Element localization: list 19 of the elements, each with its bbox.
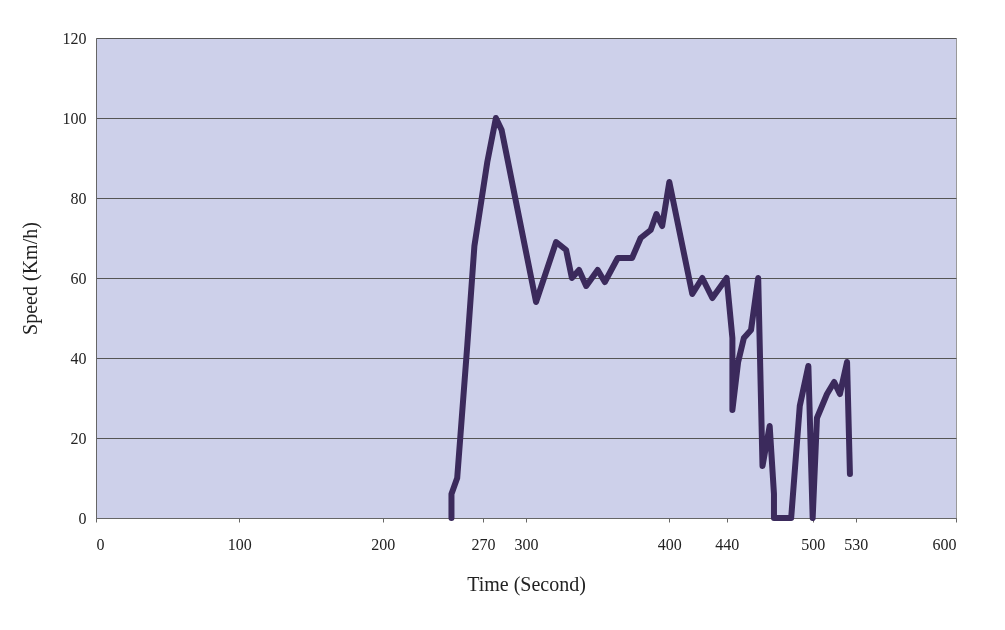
x-tick-label: 500 xyxy=(801,535,826,553)
x-tick-label: 400 xyxy=(657,535,682,553)
x-tick-label: 0 xyxy=(96,535,105,553)
y-tick-label: 100 xyxy=(62,109,87,127)
x-tick-label: 440 xyxy=(715,535,740,553)
x-axis-title: Time (Second) xyxy=(467,572,586,596)
y-tick-label: 120 xyxy=(62,29,87,47)
x-tick-label: 200 xyxy=(371,535,396,553)
y-tick-label: 20 xyxy=(70,429,87,447)
y-tick-label: 0 xyxy=(78,509,87,527)
y-axis-title: Speed (Km/h) xyxy=(18,222,42,335)
x-tick-label: 270 xyxy=(471,535,496,553)
y-tick-label: 40 xyxy=(70,349,87,367)
y-tick-label: 60 xyxy=(70,269,87,287)
x-tick-label: 530 xyxy=(844,535,869,553)
x-tick-label: 300 xyxy=(514,535,539,553)
y-tick-label: 80 xyxy=(70,189,87,207)
x-tick-label: 100 xyxy=(227,535,252,553)
x-tick-label: 600 xyxy=(932,535,957,553)
